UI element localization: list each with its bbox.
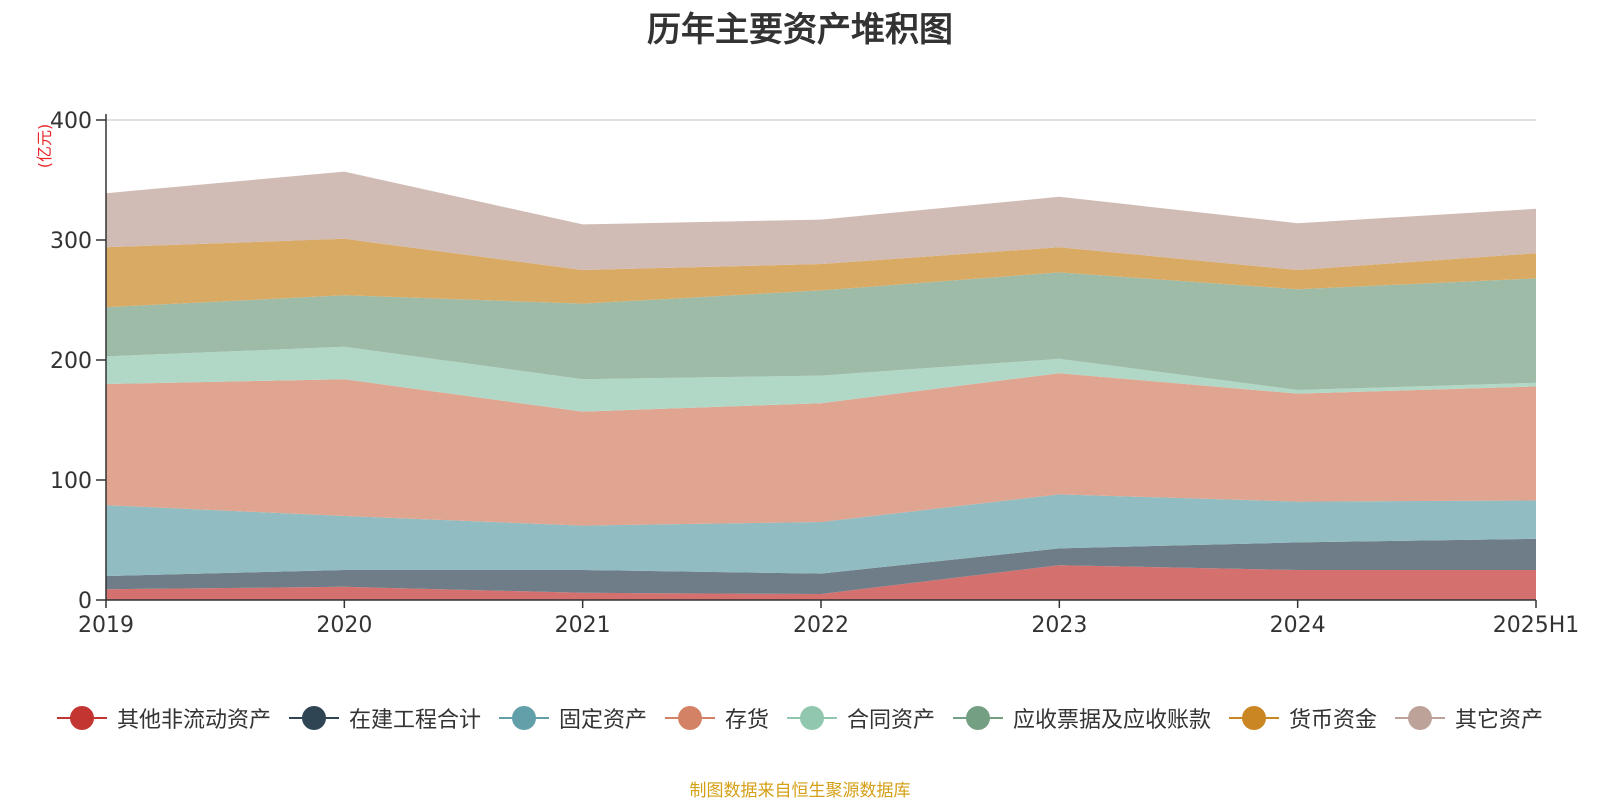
area-series-5 <box>106 272 1536 390</box>
chart-title: 历年主要资产堆积图 <box>647 10 953 50</box>
y-tick-label: 300 <box>50 229 92 254</box>
legend-marker <box>288 703 339 733</box>
legend-label: 固定资产 <box>558 708 647 733</box>
x-tick-label: 2024 <box>1270 613 1326 638</box>
legend-label: 在建工程合计 <box>348 708 481 733</box>
legend-marker <box>1395 703 1446 733</box>
y-tick-label: 0 <box>78 589 92 614</box>
legend-marker <box>1229 703 1280 733</box>
y-axis-unit-label: (亿元) <box>35 124 54 169</box>
legend-marker <box>498 703 549 733</box>
area-series-0 <box>106 565 1536 600</box>
tick-labels: 0 100 200 300 400 2019 2020 2021 2022 2023 2024 202… <box>50 109 1579 638</box>
x-tick-label: 2023 <box>1031 613 1087 638</box>
legend-marker <box>56 703 107 733</box>
legend-item[interactable]: 其它资产 <box>1395 702 1543 734</box>
legend-marker <box>787 703 837 733</box>
x-tick-label: 2025H1 <box>1493 613 1580 638</box>
legend-item[interactable]: 在建工程合计 <box>288 702 481 734</box>
area-series-1 <box>106 538 1536 594</box>
stacked-area-chart: 0 100 200 300 400 2019 2020 2021 2022 2023 2024 202… <box>35 109 1579 638</box>
x-tick-label: 2020 <box>316 613 372 638</box>
legend: 其他非流动资产 在建工程合计 固定资产 存货 合同资产 应收票据及应收账款 货币资金 其它资产 <box>0 702 1600 734</box>
legend-item[interactable]: 合同资产 <box>787 702 935 734</box>
y-tick-label: 100 <box>50 469 92 494</box>
legend-label: 存货 <box>724 708 769 733</box>
axes <box>96 114 1537 608</box>
legend-label: 其它资产 <box>1455 708 1544 733</box>
y-tick-label: 200 <box>50 349 92 374</box>
x-tick-label: 2022 <box>793 613 849 638</box>
source-note: 制图数据来自恒生聚源数据库 <box>689 781 911 801</box>
x-tick-label: 2019 <box>78 613 134 638</box>
area-series-2 <box>106 494 1536 576</box>
y-tick-label: 400 <box>50 109 92 134</box>
legend-label: 应收票据及应收账款 <box>1013 708 1212 733</box>
legend-marker <box>953 703 1004 733</box>
legend-marker <box>664 703 715 733</box>
area-series-7 <box>106 171 1536 270</box>
legend-label: 货币资金 <box>1289 708 1378 733</box>
area-series-6 <box>106 238 1536 308</box>
area-layers <box>106 171 1536 600</box>
legend-label: 合同资产 <box>847 708 936 733</box>
legend-item[interactable]: 存货 <box>664 702 769 734</box>
legend-item[interactable]: 应收票据及应收账款 <box>953 702 1211 734</box>
legend-item[interactable]: 货币资金 <box>1229 702 1377 734</box>
legend-item[interactable]: 固定资产 <box>498 702 647 734</box>
x-tick-label: 2021 <box>555 613 611 638</box>
area-series-3 <box>106 373 1536 526</box>
legend-label: 其他非流动资产 <box>116 708 271 733</box>
legend-item[interactable]: 其他非流动资产 <box>56 702 271 734</box>
